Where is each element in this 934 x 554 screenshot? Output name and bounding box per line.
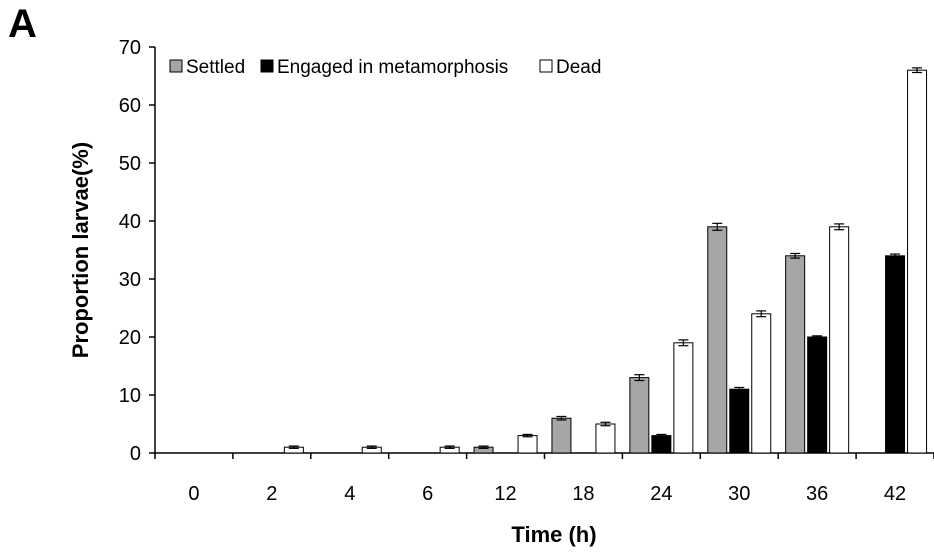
y-tick-label: 0 bbox=[130, 443, 141, 465]
bar-engaged-in-metamorphosis bbox=[807, 336, 828, 454]
legend-swatch bbox=[260, 59, 274, 73]
bar-dead bbox=[673, 342, 694, 454]
x-tick-label: 42 bbox=[884, 483, 906, 505]
bar-dead bbox=[595, 423, 616, 454]
bar-engaged-in-metamorphosis bbox=[651, 435, 672, 454]
bar-settled bbox=[707, 226, 728, 454]
chart-bars bbox=[283, 67, 928, 454]
bar-settled bbox=[785, 255, 806, 454]
x-tick-label: 12 bbox=[494, 483, 516, 505]
bar-settled bbox=[629, 377, 650, 454]
y-tick-label: 50 bbox=[119, 153, 141, 175]
legend-label: Dead bbox=[556, 57, 601, 78]
x-tick-label: 30 bbox=[728, 483, 750, 505]
legend-label: Settled bbox=[186, 57, 245, 78]
x-tick-label: 2 bbox=[266, 483, 277, 505]
x-tick-label: 4 bbox=[344, 483, 355, 505]
y-tick-label: 20 bbox=[119, 327, 141, 349]
x-tick-label: 18 bbox=[572, 483, 594, 505]
x-axis-title: Time (h) bbox=[511, 522, 596, 547]
legend-swatch bbox=[539, 59, 553, 73]
x-tick-label: 6 bbox=[422, 483, 433, 505]
bar-dead bbox=[829, 226, 850, 454]
x-tick-label: 24 bbox=[650, 483, 672, 505]
x-tick-label: 0 bbox=[188, 483, 199, 505]
y-tick-label: 70 bbox=[119, 37, 141, 59]
y-tick-label: 30 bbox=[119, 269, 141, 291]
y-axis-title: Proportion larvae(%) bbox=[68, 142, 93, 358]
y-tick-label: 40 bbox=[119, 211, 141, 233]
bar-engaged-in-metamorphosis bbox=[885, 255, 906, 454]
y-tick-label: 60 bbox=[119, 95, 141, 117]
bar-settled bbox=[551, 417, 572, 454]
x-tick-label: 36 bbox=[806, 483, 828, 505]
chart-legend: Settled Engaged in metamorphosis Dead bbox=[169, 57, 601, 78]
y-tick-label: 10 bbox=[119, 385, 141, 407]
bar-engaged-in-metamorphosis bbox=[729, 388, 750, 454]
bar-dead bbox=[517, 435, 538, 454]
bar-dead bbox=[907, 69, 928, 454]
panel-label: A bbox=[8, 2, 37, 46]
legend-swatch bbox=[169, 59, 183, 73]
legend-label: Engaged in metamorphosis bbox=[277, 57, 508, 78]
bar-dead bbox=[751, 313, 772, 454]
